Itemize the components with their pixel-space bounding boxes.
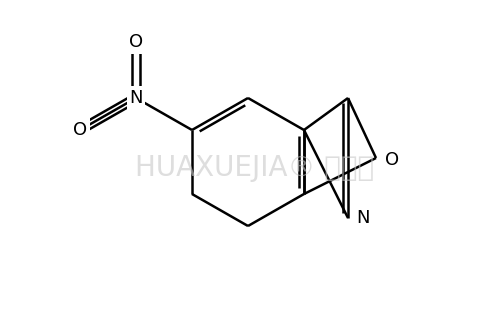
Text: O: O bbox=[73, 121, 87, 139]
Text: O: O bbox=[129, 33, 143, 51]
Text: O: O bbox=[385, 151, 399, 169]
Text: HUAXUEJIA® 化学加: HUAXUEJIA® 化学加 bbox=[135, 154, 374, 182]
Text: N: N bbox=[129, 89, 143, 107]
Text: N: N bbox=[356, 209, 370, 227]
